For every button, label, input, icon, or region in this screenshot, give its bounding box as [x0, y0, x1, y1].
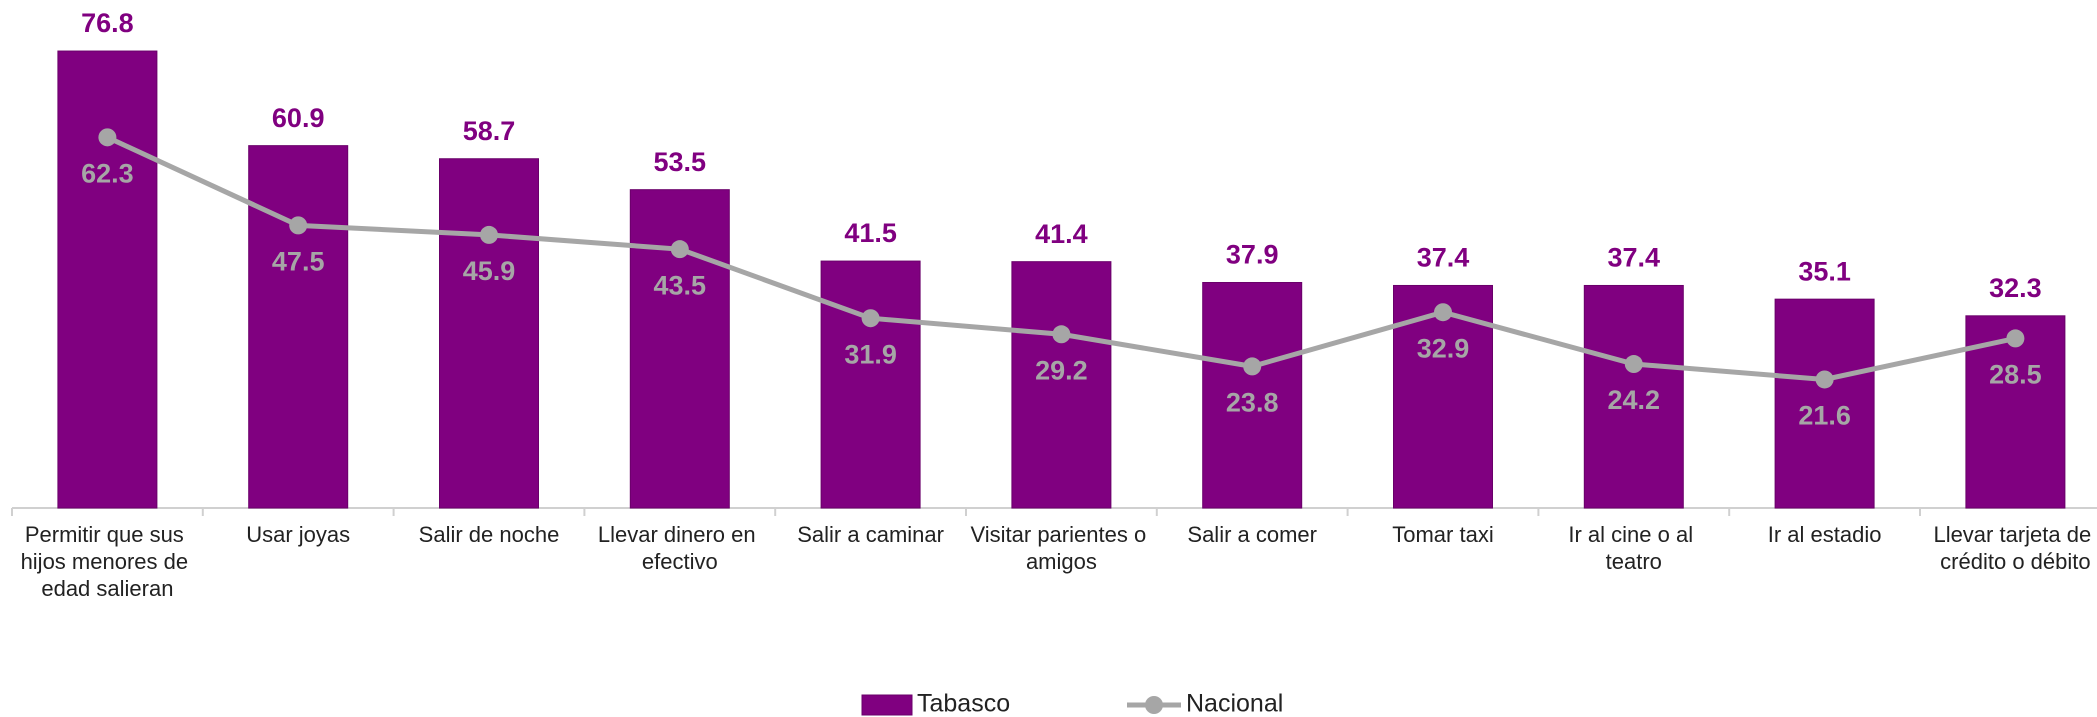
x-tick-label: Ir al cine o al teatro: [1568, 522, 1699, 574]
line-point: [1243, 357, 1262, 376]
bar: [1774, 298, 1875, 509]
x-tick-label: Visitar parientes o amigos: [970, 522, 1152, 574]
line-value-label: 31.9: [844, 339, 897, 369]
line-point: [289, 216, 308, 235]
bar: [1202, 281, 1303, 509]
bar-value-label: 60.9: [272, 103, 325, 133]
bar-value-label: 32.3: [1989, 273, 2042, 303]
bar: [439, 158, 539, 509]
bar-value-label: 41.5: [844, 218, 897, 248]
bar: [629, 189, 730, 509]
bar-value-label: 58.7: [463, 116, 516, 146]
bar: [820, 260, 921, 509]
line-value-label: 23.8: [1226, 388, 1279, 418]
x-tick-label: Llevar tarjeta de crédito o débito: [1933, 522, 2097, 574]
x-tick-label: Salir a comer: [1187, 522, 1317, 547]
bar-value-label: 41.4: [1035, 219, 1088, 249]
line-point: [2006, 329, 2025, 348]
line-point: [670, 240, 689, 259]
line-value-label: 32.9: [1417, 333, 1470, 363]
bar-value-label: 53.5: [654, 147, 707, 177]
line-value-label: 47.5: [272, 247, 325, 277]
line-point: [1052, 325, 1071, 344]
line-value-label: 21.6: [1798, 401, 1851, 431]
bar-value-label: 35.1: [1798, 256, 1851, 286]
legend-swatch: [861, 694, 913, 716]
bar: [248, 145, 349, 509]
line-point: [480, 225, 498, 244]
line-value-label: 29.2: [1035, 355, 1088, 385]
x-tick-label: Llevar dinero en efectivo: [598, 522, 762, 574]
line-value-label: 24.2: [1608, 385, 1661, 415]
legend-marker: [1145, 696, 1163, 714]
line-point: [1815, 370, 1834, 389]
x-tick-label: Salir de noche: [419, 522, 560, 547]
bar-value-label: 76.8: [81, 8, 134, 38]
line-value-label: 43.5: [654, 270, 707, 300]
legend-label: Tabasco: [917, 690, 1010, 717]
bar-value-label: 37.4: [1417, 243, 1470, 273]
x-tick-label: Tomar taxi: [1392, 522, 1493, 547]
line-value-label: 62.3: [81, 158, 134, 188]
legend-label: Nacional: [1186, 690, 1283, 717]
x-tick-label: Permitir que sus hijos menores de edad s…: [21, 522, 195, 601]
x-tick-label: Ir al estadio: [1768, 522, 1882, 547]
bar-value-label: 37.4: [1608, 243, 1661, 273]
line-point: [1624, 355, 1643, 374]
line-value-label: 28.5: [1989, 360, 2042, 390]
line-point: [861, 309, 880, 328]
bar: [1011, 261, 1112, 509]
line-value-label: 45.9: [463, 256, 516, 286]
bar: [1583, 284, 1684, 509]
bar: [57, 50, 158, 509]
line-point: [1434, 303, 1452, 322]
x-tick-label: Usar joyas: [246, 522, 350, 547]
x-tick-label: Salir a caminar: [797, 522, 944, 547]
line-point: [98, 128, 117, 147]
bar-value-label: 37.9: [1226, 240, 1279, 270]
